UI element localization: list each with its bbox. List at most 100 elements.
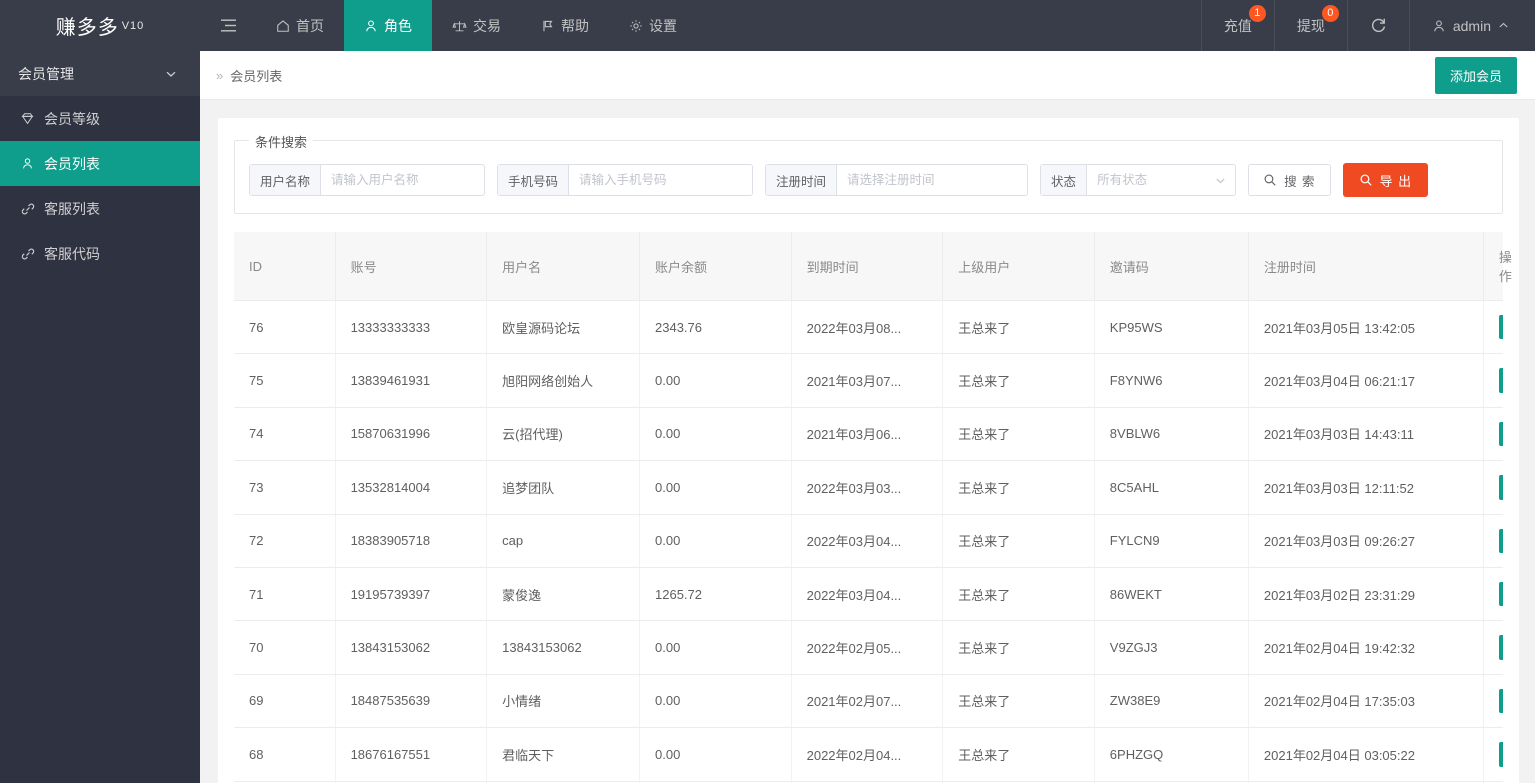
brand-name: 赚多多 [55, 17, 119, 39]
export-button-label: 导 出 [1379, 173, 1413, 189]
search-regtime-input[interactable] [837, 165, 1028, 195]
edit-button[interactable]: 编 辑 [1498, 635, 1503, 660]
table-row[interactable]: 75 13839461931 旭阳网络创始人 0.00 2021年03月07... 王总来… [234, 353, 1503, 408]
cell-id: 70 [234, 620, 336, 675]
cell-invite-code: ZW38E9 [1094, 674, 1249, 729]
recharge-button[interactable]: 充值 1 [1200, 0, 1274, 51]
tab-role[interactable]: 角色 [344, 0, 432, 51]
search-status-select[interactable] [1087, 165, 1216, 195]
avatar [1432, 19, 1446, 33]
tab-help-label: 帮助 [561, 17, 589, 34]
edit-button[interactable]: 编 辑 [1498, 581, 1503, 607]
export-button[interactable]: 导 出 [1342, 163, 1429, 197]
chevron-down-icon[interactable] [1215, 165, 1235, 195]
table-row[interactable]: 68 18676167551 君临天下 0.00 2022年02月04... 王总来了 6P… [234, 727, 1503, 782]
tab-help[interactable]: 帮助 [521, 0, 609, 51]
column-header-invite[interactable]: 邀请码 [1094, 232, 1249, 301]
cell-expire: 2021年03月06... [791, 407, 944, 462]
sidebar-item-member-list[interactable]: 会员列表 [0, 141, 200, 186]
table-row[interactable]: 6717665213295CDD0011570.932022年02月04...王… [234, 781, 1503, 783]
brand-logo[interactable]: 赚多多 V10 [0, 0, 200, 51]
tab-role-label: 角色 [384, 17, 412, 34]
row-action-group: 编 辑禁用银行卡信息删除··· [1498, 742, 1503, 767]
sidebar-item-service-list[interactable]: 客服列表 [0, 186, 200, 231]
column-header-id[interactable]: ID [234, 232, 336, 301]
cell-expire: 2022年03月03... [791, 460, 944, 515]
table-row[interactable]: 70 13843153062 13843153062 0.00 2022年02月05..… [234, 620, 1503, 675]
table-row[interactable]: 72 18383905718 cap 0.00 2022年03月04... 王总来了 FYL… [234, 514, 1503, 568]
add-member-button[interactable]: 添加会员 [1434, 56, 1517, 94]
tab-trade[interactable]: 交易 [432, 0, 521, 51]
tab-settings[interactable]: 设置 [609, 0, 697, 51]
column-header-balance[interactable]: 账户余额 [639, 232, 792, 301]
edit-button[interactable]: 编 辑 [1498, 475, 1503, 500]
column-header-parent[interactable]: 上级用户 [942, 232, 1095, 301]
edit-button[interactable]: 编 辑 [1498, 742, 1503, 767]
link-icon [20, 247, 35, 261]
column-header-regtime[interactable]: 注册时间 [1248, 232, 1484, 301]
table-row[interactable]: 73 13532814004 追梦团队 0.00 2022年03月03... 王总来了 8C… [234, 460, 1503, 515]
cell-actions: 编 辑禁用银行卡信息删除··· [1483, 620, 1503, 675]
row-action-group: 编 辑禁用银行卡信息删除··· [1498, 368, 1503, 393]
edit-button[interactable]: 编 辑 [1498, 315, 1503, 340]
search-button[interactable]: 搜 索 [1248, 164, 1331, 196]
sidebar-item-member-level[interactable]: 会员等级 [0, 96, 200, 141]
menu-icon[interactable] [200, 0, 256, 51]
sidebar-item-service-code-label: 客服代码 [44, 245, 100, 262]
scale-icon [452, 19, 467, 33]
cell-register-time: 2021年02月04日 19:42:32 [1248, 620, 1484, 675]
search-phone-input[interactable] [569, 165, 753, 195]
cell-expire: 2022年02月04... [791, 727, 944, 782]
sidebar-group-member-management[interactable]: 会员管理 [0, 51, 200, 96]
column-header-username[interactable]: 用户名 [486, 232, 641, 301]
cell-register-time: 2021年03月03日 14:43:11 [1248, 407, 1484, 462]
cell-account: 13839461931 [335, 353, 488, 408]
table-row[interactable]: 76 13333333333 欧皇源码论坛 2343.76 2022年03月08... 王… [234, 300, 1503, 355]
cell-register-time: 2021年03月03日 12:11:52 [1248, 460, 1484, 515]
cell-invite-code: FYLCN9 [1094, 514, 1249, 568]
table-row[interactable]: 71 19195739397 蒙俊逸 1265.72 2022年03月04... 王总来了… [234, 567, 1503, 622]
cell-actions: 编 辑禁用银行卡信息删除··· [1483, 781, 1503, 783]
cell-invite-code: 6PHZGQ [1094, 727, 1249, 782]
cell-username: 旭阳网络创始人 [486, 353, 641, 408]
diamond-icon [20, 112, 35, 125]
cell-expire: 2021年02月07... [791, 674, 944, 729]
sidebar-item-service-list-label: 客服列表 [44, 200, 100, 217]
table-row[interactable]: 69 18487535639 小情绪 0.00 2021年02月07... 王总来了 ZW3… [234, 674, 1503, 729]
sidebar-item-service-code[interactable]: 客服代码 [0, 231, 200, 276]
edit-button[interactable]: 编 辑 [1498, 368, 1503, 393]
edit-button[interactable]: 编 辑 [1498, 688, 1503, 714]
search-username-input[interactable] [321, 165, 485, 195]
column-header-actions[interactable]: 操作 [1483, 232, 1512, 301]
withdraw-badge: 0 [1321, 5, 1339, 22]
withdraw-button[interactable]: 提现 0 [1273, 0, 1347, 51]
edit-button[interactable]: 编 辑 [1498, 528, 1503, 553]
username-field-group: 用户名称 [249, 164, 486, 196]
main-panel: 条件搜索 用户名称 手机号码 注册时间 状态 [218, 118, 1519, 783]
cell-id: 68 [234, 727, 336, 782]
gear-icon [629, 19, 643, 33]
search-button-label: 搜 索 [1284, 174, 1316, 189]
column-header-expire[interactable]: 到期时间 [791, 232, 944, 301]
main-nav-tabs: 首页 角色 交易 帮助 [256, 0, 697, 51]
search-filter-box: 条件搜索 用户名称 手机号码 注册时间 状态 [234, 132, 1503, 214]
table-row[interactable]: 74 15870631996 云(招代理) 0.00 2021年03月06... 王总来了… [234, 407, 1503, 462]
cell-invite-code: KP95WS [1094, 300, 1249, 355]
refresh-icon[interactable] [1346, 0, 1409, 51]
cell-account: 13333333333 [335, 300, 488, 355]
cell-invite-code: QL4HZF [1094, 781, 1249, 783]
user-icon [20, 157, 35, 170]
breadcrumb-bar: » 会员列表 添加会员 [200, 51, 1535, 100]
user-menu[interactable]: admin [1408, 0, 1535, 51]
tab-home[interactable]: 首页 [256, 0, 344, 51]
chevron-up-icon [1498, 20, 1509, 31]
edit-button[interactable]: 编 辑 [1498, 421, 1503, 447]
cell-invite-code: 8VBLW6 [1094, 407, 1249, 462]
status-field-label: 状态 [1041, 165, 1088, 195]
column-header-account[interactable]: 账号 [335, 232, 488, 301]
row-action-group: 编 辑禁用银行卡信息删除··· [1498, 688, 1503, 714]
row-action-group: 编 辑禁用银行卡信息删除··· [1498, 581, 1503, 607]
top-header-bar: 赚多多 V10 首页 角色 [0, 0, 1535, 51]
chevron-down-icon [164, 67, 178, 81]
cell-id: 67 [234, 781, 336, 783]
